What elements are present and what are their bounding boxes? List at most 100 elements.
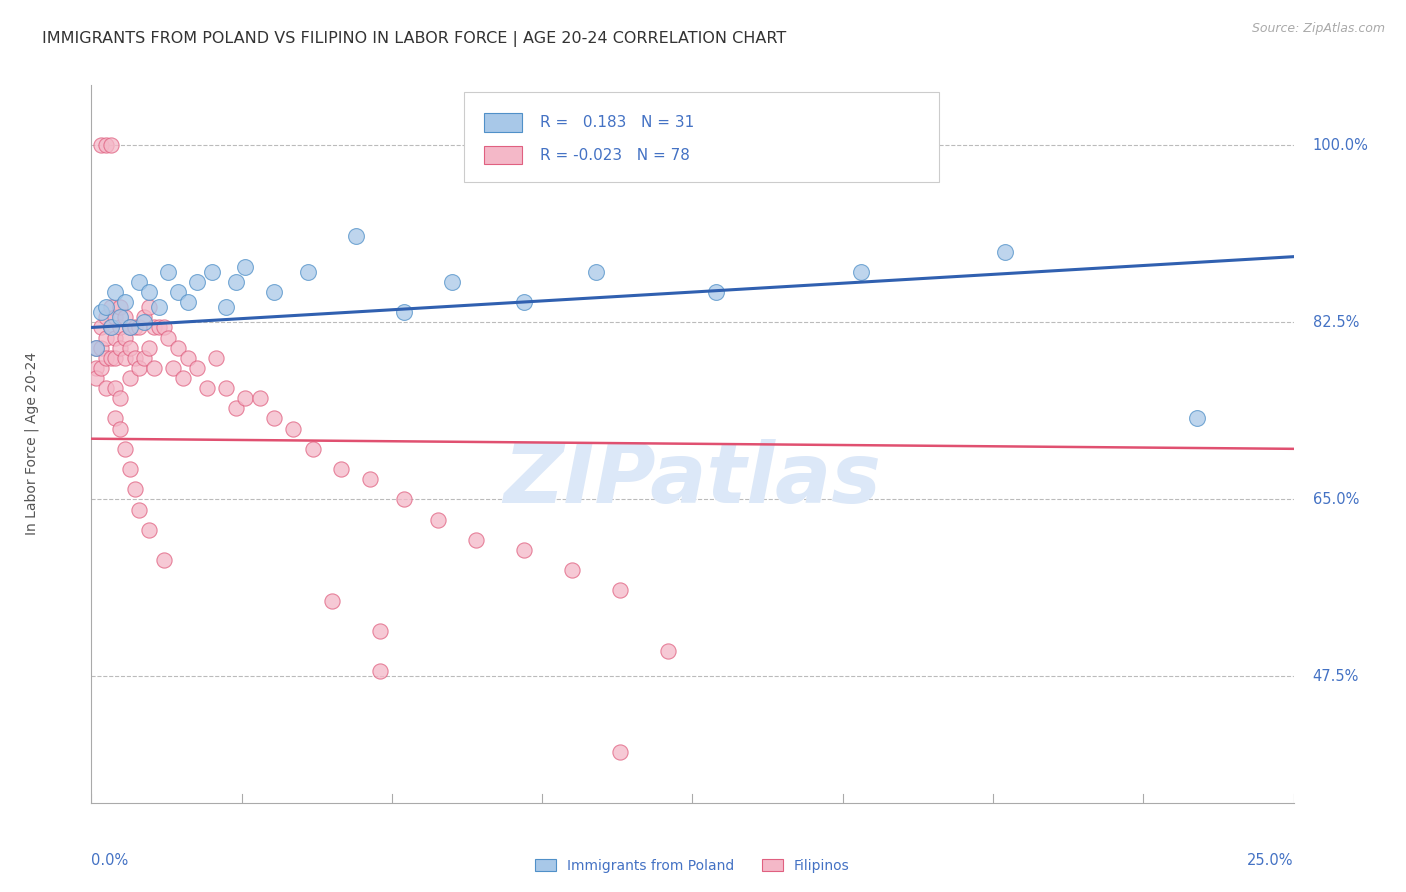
Point (104, 310, 127, 325)
Point (368, 665, 391, 679)
Point (100, 320, 122, 334)
Point (392, 492, 415, 507)
Legend: Immigrants from Poland, Filipinos: Immigrants from Poland, Filipinos (530, 854, 855, 879)
Point (513, 543, 536, 558)
Point (94, 351, 117, 365)
Point (118, 320, 141, 334)
Point (215, 300, 238, 314)
Point (657, 644, 679, 658)
Point (167, 341, 190, 355)
Point (849, 265, 872, 279)
Point (301, 442, 323, 456)
FancyBboxPatch shape (464, 92, 939, 182)
Point (104, 351, 127, 365)
Point (585, 265, 607, 279)
Point (513, 295, 536, 310)
Point (84, 360, 107, 375)
Point (114, 330, 136, 344)
Point (90, 305, 112, 319)
Point (104, 411, 127, 425)
Point (84, 371, 107, 385)
Point (124, 483, 146, 497)
Point (100, 351, 122, 365)
Point (609, 745, 631, 759)
Point (225, 401, 247, 416)
Point (110, 341, 132, 355)
FancyBboxPatch shape (485, 145, 522, 164)
Point (465, 533, 488, 547)
Text: Source: ZipAtlas.com: Source: ZipAtlas.com (1251, 22, 1385, 36)
Point (359, 472, 381, 486)
Point (138, 285, 160, 299)
Point (283, 421, 305, 435)
Point (201, 265, 224, 279)
Point (100, 300, 122, 314)
Point (1187, 411, 1209, 425)
Point (128, 360, 150, 375)
Point (162, 360, 184, 375)
Point (297, 265, 319, 279)
Point (104, 285, 127, 299)
Point (609, 583, 631, 598)
Point (128, 275, 150, 289)
Point (94, 381, 117, 395)
Point (215, 381, 238, 395)
Point (84, 341, 107, 355)
Point (118, 462, 141, 476)
Point (124, 320, 146, 334)
Point (368, 624, 391, 638)
Point (100, 138, 122, 153)
Text: ZIPatlas: ZIPatlas (503, 439, 882, 520)
Point (118, 371, 141, 385)
Point (114, 295, 136, 310)
Point (134, 351, 156, 365)
Point (330, 462, 353, 476)
Point (994, 244, 1017, 259)
Point (142, 320, 165, 334)
Point (114, 351, 136, 365)
Point (84, 341, 107, 355)
Point (176, 351, 198, 365)
Point (118, 320, 141, 334)
Text: 100.0%: 100.0% (1313, 138, 1368, 153)
Point (561, 563, 583, 577)
Point (90, 138, 112, 153)
Point (134, 310, 156, 325)
Point (195, 381, 218, 395)
Point (90, 360, 112, 375)
Point (186, 275, 208, 289)
Text: 82.5%: 82.5% (1313, 315, 1360, 330)
Point (148, 300, 170, 314)
Point (392, 305, 415, 319)
FancyBboxPatch shape (485, 113, 522, 132)
Point (225, 275, 247, 289)
Point (110, 421, 132, 435)
Point (426, 513, 449, 527)
Point (90, 320, 112, 334)
Point (134, 315, 156, 329)
Point (440, 275, 463, 289)
Point (100, 320, 122, 334)
Point (152, 320, 174, 334)
Text: IMMIGRANTS FROM POLAND VS FILIPINO IN LABOR FORCE | AGE 20-24 CORRELATION CHART: IMMIGRANTS FROM POLAND VS FILIPINO IN LA… (42, 31, 786, 47)
Point (104, 381, 127, 395)
Point (128, 502, 150, 516)
Point (167, 285, 190, 299)
Point (128, 320, 150, 334)
Text: R =   0.183   N = 31: R = 0.183 N = 31 (540, 115, 695, 130)
Point (205, 351, 228, 365)
Point (263, 285, 285, 299)
Point (138, 341, 160, 355)
Point (172, 371, 194, 385)
Point (138, 523, 160, 537)
Point (344, 229, 367, 244)
Point (94, 300, 117, 314)
Text: R = -0.023   N = 78: R = -0.023 N = 78 (540, 147, 690, 162)
Point (110, 320, 132, 334)
Point (94, 310, 117, 325)
Text: 65.0%: 65.0% (1313, 491, 1360, 507)
Point (114, 310, 136, 325)
Point (176, 295, 198, 310)
Point (110, 300, 132, 314)
Point (138, 300, 160, 314)
